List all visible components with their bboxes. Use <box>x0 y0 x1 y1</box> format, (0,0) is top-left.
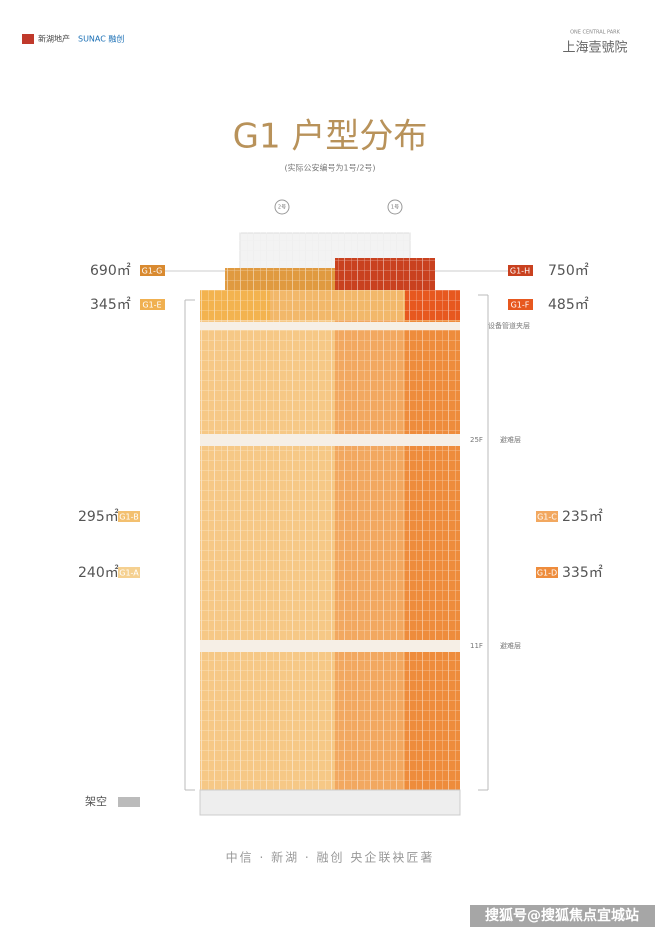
brand-cn: 上海壹號院 <box>562 41 627 56</box>
tag-box <box>508 265 533 276</box>
tag-box <box>140 299 165 310</box>
tag-box <box>140 265 165 276</box>
area: 295㎡ <box>78 509 119 525</box>
area: 335㎡ <box>562 565 603 581</box>
subtitle: (实际公安编号为1号/2号) <box>284 163 375 173</box>
floor-label: 25F <box>470 436 483 444</box>
bracket <box>478 294 489 791</box>
tag: G1-F <box>511 301 530 310</box>
tag: G1-D <box>537 569 557 578</box>
tower-label: 1号 <box>391 205 399 211</box>
base <box>199 789 461 816</box>
left-labels: 690㎡ G1-G 345㎡ G1-E 295㎡ G1-B 240㎡ G1-A <box>78 263 225 581</box>
watermark: 搜狐号@搜狐焦点宜城站 <box>485 907 639 924</box>
tag: G1-H <box>510 267 530 276</box>
tag: G1-G <box>142 267 163 276</box>
refuge-floor <box>200 434 460 446</box>
logo-icon <box>22 34 34 44</box>
floor-label: 避难层 <box>500 641 521 650</box>
area: 235㎡ <box>562 509 603 525</box>
bracket <box>184 299 195 791</box>
tower-pin <box>274 199 290 215</box>
floor-label: 设备管道夹层 <box>488 321 530 330</box>
area: 750㎡ <box>548 263 589 279</box>
floor-label: 避难层 <box>500 435 521 444</box>
watermark-bg <box>470 905 655 927</box>
floor-label: 11F <box>470 642 483 650</box>
area: 690㎡ <box>90 263 131 279</box>
tag-box <box>536 567 558 578</box>
tag-box <box>508 299 533 310</box>
brand-en: ONE CENTRAL PARK <box>570 30 621 36</box>
tag: G1-C <box>537 513 557 522</box>
tower-pin <box>387 199 403 215</box>
tag-box <box>536 511 558 522</box>
stilts-swatch <box>118 797 140 807</box>
tag: G1-A <box>119 569 139 578</box>
tag-box <box>118 567 140 578</box>
building <box>199 225 461 816</box>
area: 240㎡ <box>78 565 119 581</box>
footer: 中信 · 新湖 · 融创 央企联袂匠著 <box>226 850 435 865</box>
mech-floor <box>200 322 460 330</box>
tower-label: 2号 <box>278 205 286 211</box>
tag-box <box>118 511 140 522</box>
area: 345㎡ <box>90 297 131 313</box>
logo-left: 新湖地产 <box>38 34 70 44</box>
right-labels: G1-H 750㎡ G1-F 485㎡ G1-C 235㎡ G1-D 335㎡ <box>435 263 603 581</box>
logo-right: SUNAC 融创 <box>78 34 124 44</box>
floor-label: 架空 <box>85 794 107 808</box>
title: G1 户型分布 <box>233 117 428 157</box>
refuge-floor <box>200 640 460 652</box>
tag: G1-B <box>119 513 138 522</box>
area: 485㎡ <box>548 297 589 313</box>
tag: G1-E <box>142 301 161 310</box>
windows <box>200 225 460 790</box>
